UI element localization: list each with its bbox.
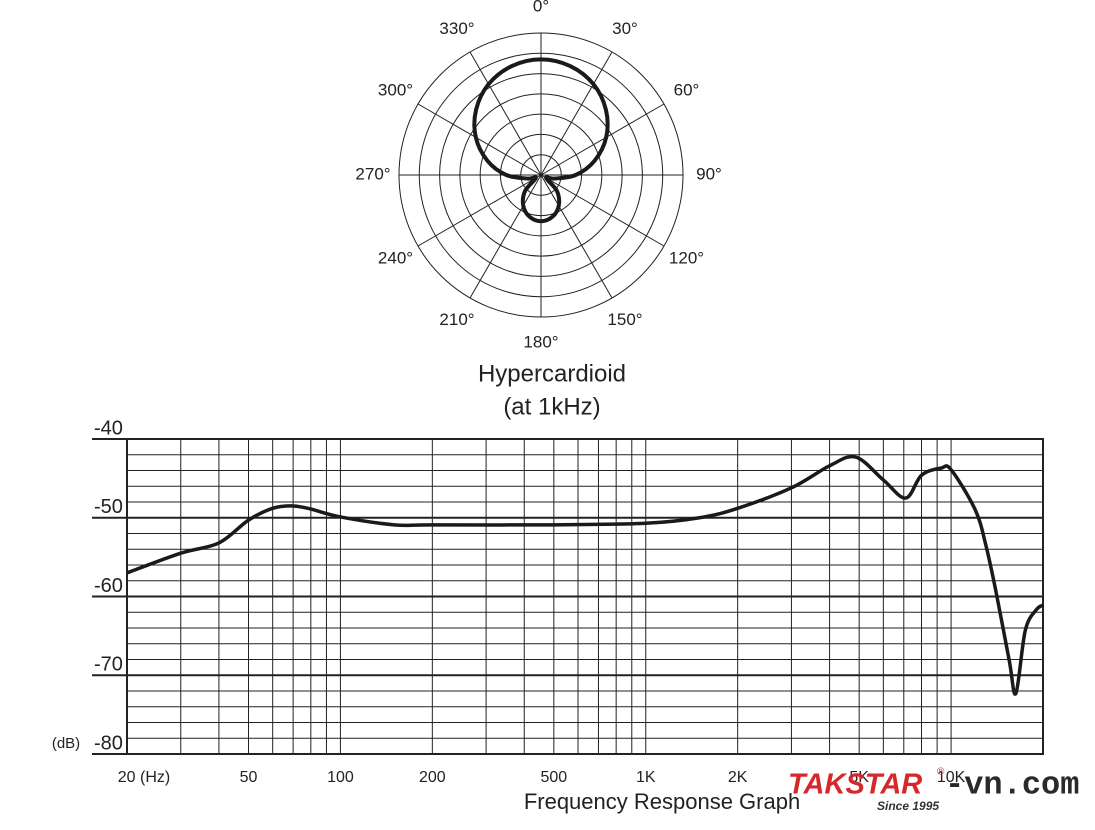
watermark-tagline: Since 1995 — [877, 799, 939, 813]
y-tick-label: -50 — [94, 496, 123, 518]
angle-label: 330° — [439, 19, 474, 38]
spoke — [540, 103, 665, 176]
x-tick-label: 200 — [419, 769, 446, 786]
watermark-suffix: -vn.com — [945, 766, 1079, 803]
y-tick-label: -70 — [94, 654, 123, 676]
y-tick-label: -40 — [94, 417, 123, 439]
polar-chart: 0° 30° 60° 90° 120° 150° 180° 210° 240° 270° 300° 3… — [355, 0, 721, 351]
x-tick-label: 50 — [240, 769, 258, 786]
watermark-brand: TAKSTAR — [788, 769, 922, 801]
spoke — [469, 51, 542, 176]
watermark: TAKSTAR ® -vn.com Since 1995 — [788, 766, 1079, 813]
spoke — [417, 174, 542, 247]
spoke — [417, 103, 542, 176]
x-tick-label: 500 — [540, 769, 567, 786]
spoke — [540, 174, 665, 247]
angle-label: 60° — [674, 80, 700, 99]
x-tick-label: 20 (Hz) — [118, 769, 170, 786]
angle-label: 240° — [378, 248, 413, 267]
plot-frame — [126, 438, 1044, 755]
polar-subtitle: (at 1kHz) — [503, 393, 600, 420]
x-tick-label: 10K — [937, 769, 966, 786]
spoke — [469, 174, 542, 299]
spoke — [540, 174, 613, 299]
x-axis-label: Frequency Response Graph — [524, 789, 800, 814]
angle-label: 30° — [612, 19, 638, 38]
angle-label: 270° — [355, 164, 390, 183]
angle-label: 180° — [523, 332, 558, 351]
angle-label: 120° — [669, 248, 704, 267]
response-curve — [126, 454, 1045, 696]
angle-label: 0° — [533, 0, 549, 15]
y-axis-label: (dB) — [52, 735, 80, 752]
polar-title: Hypercardioid — [478, 360, 626, 387]
angle-label: 210° — [439, 310, 474, 329]
spoke — [540, 51, 613, 176]
y-tick-label: -80 — [94, 732, 123, 754]
x-tick-label: 1K — [636, 769, 656, 786]
x-tick-label: 2K — [728, 769, 748, 786]
polar-pattern — [472, 57, 610, 224]
x-tick-label: 5K — [849, 769, 869, 786]
watermark-mark: ® — [937, 767, 945, 778]
angle-label: 300° — [378, 80, 413, 99]
line-chart: -40 -50 -60 -70 -80 20 (Hz) 50 100 200 500 1K 2K 5K 1… — [92, 417, 1045, 786]
angle-label: 150° — [607, 310, 642, 329]
angle-label: 90° — [696, 164, 722, 183]
x-tick-label: 100 — [327, 769, 354, 786]
y-tick-label: -60 — [94, 575, 123, 597]
